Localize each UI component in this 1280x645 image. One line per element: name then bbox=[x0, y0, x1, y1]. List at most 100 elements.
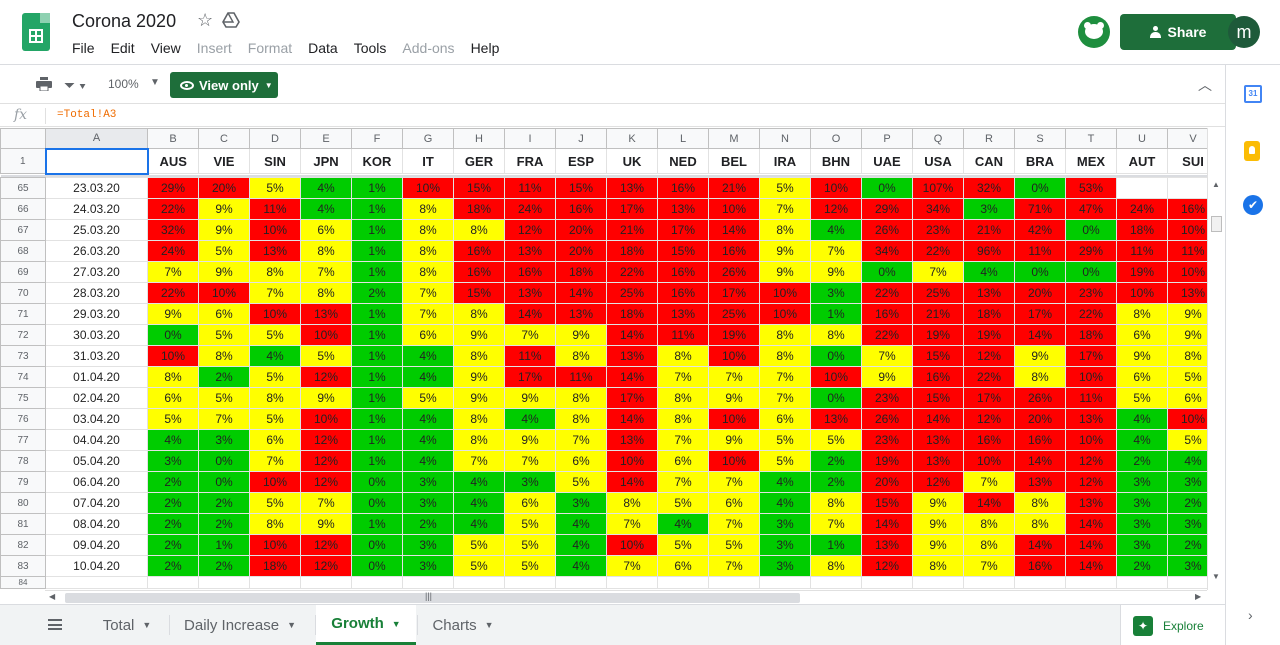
growth-cell[interactable]: 14% bbox=[504, 303, 556, 325]
growth-cell[interactable]: 13% bbox=[300, 303, 352, 325]
growth-cell[interactable]: 7% bbox=[300, 492, 352, 514]
empty-cell[interactable] bbox=[402, 576, 454, 589]
growth-cell[interactable]: 5% bbox=[249, 324, 301, 346]
row-number[interactable]: 74 bbox=[0, 366, 46, 388]
growth-cell[interactable]: 5% bbox=[402, 387, 454, 409]
growth-cell[interactable]: 4% bbox=[453, 513, 505, 535]
growth-cell[interactable]: 2% bbox=[1116, 450, 1168, 472]
growth-cell[interactable]: 8% bbox=[963, 513, 1015, 535]
growth-cell[interactable]: 7% bbox=[555, 429, 607, 451]
growth-cell[interactable]: 0% bbox=[861, 177, 913, 199]
growth-cell[interactable]: 18% bbox=[1065, 324, 1117, 346]
growth-cell[interactable]: 8% bbox=[1014, 492, 1066, 514]
country-header-cell[interactable]: VIE bbox=[198, 148, 250, 174]
country-header-cell[interactable]: USA bbox=[912, 148, 964, 174]
growth-cell[interactable]: 8% bbox=[402, 219, 454, 241]
all-sheets-icon[interactable] bbox=[48, 619, 62, 630]
scroll-up-icon[interactable]: ▲ bbox=[1212, 180, 1220, 189]
country-header-cell[interactable]: BRA bbox=[1014, 148, 1066, 174]
growth-cell[interactable]: 0% bbox=[351, 492, 403, 514]
growth-cell[interactable]: 18% bbox=[1116, 219, 1168, 241]
growth-cell[interactable]: 8% bbox=[1014, 366, 1066, 388]
growth-cell[interactable]: 5% bbox=[555, 471, 607, 493]
column-header[interactable]: K bbox=[606, 128, 658, 149]
growth-cell[interactable]: 8% bbox=[402, 198, 454, 220]
growth-cell[interactable]: 22% bbox=[861, 282, 913, 304]
row-number[interactable]: 69 bbox=[0, 261, 46, 283]
growth-cell[interactable]: 18% bbox=[555, 261, 607, 283]
growth-cell[interactable]: 9% bbox=[759, 240, 811, 262]
growth-cell[interactable]: 24% bbox=[147, 240, 199, 262]
growth-cell[interactable]: 8% bbox=[810, 324, 862, 346]
star-icon[interactable]: ☆ bbox=[197, 10, 214, 30]
date-cell[interactable]: 08.04.20 bbox=[45, 513, 148, 535]
growth-cell[interactable]: 47% bbox=[1065, 198, 1117, 220]
row-number[interactable]: 65 bbox=[0, 177, 46, 199]
growth-cell[interactable]: 12% bbox=[300, 555, 352, 577]
explore-button[interactable]: ✦ Explore bbox=[1120, 605, 1225, 645]
growth-cell[interactable]: 8% bbox=[657, 408, 709, 430]
growth-cell[interactable]: 16% bbox=[1014, 555, 1066, 577]
growth-cell[interactable]: 20% bbox=[198, 177, 250, 199]
tab-growth[interactable]: Growth ▼ bbox=[316, 605, 416, 645]
growth-cell[interactable]: 14% bbox=[861, 513, 913, 535]
growth-cell[interactable] bbox=[1167, 177, 1207, 199]
growth-cell[interactable]: 9% bbox=[198, 219, 250, 241]
growth-cell[interactable]: 11% bbox=[657, 324, 709, 346]
growth-cell[interactable]: 8% bbox=[453, 345, 505, 367]
growth-cell[interactable]: 0% bbox=[351, 534, 403, 556]
growth-cell[interactable]: 5% bbox=[504, 534, 556, 556]
country-header-cell[interactable]: NED bbox=[657, 148, 709, 174]
growth-cell[interactable]: 18% bbox=[963, 303, 1015, 325]
growth-cell[interactable]: 4% bbox=[300, 198, 352, 220]
growth-cell[interactable]: 16% bbox=[657, 261, 709, 283]
menu-item-edit[interactable]: Edit bbox=[110, 40, 135, 56]
row-number[interactable]: 67 bbox=[0, 219, 46, 241]
growth-cell[interactable]: 2% bbox=[402, 513, 454, 535]
menu-item-view[interactable]: View bbox=[150, 40, 181, 56]
growth-cell[interactable]: 8% bbox=[453, 429, 505, 451]
growth-cell[interactable]: 7% bbox=[708, 471, 760, 493]
growth-cell[interactable]: 7% bbox=[708, 366, 760, 388]
growth-cell[interactable]: 7% bbox=[300, 261, 352, 283]
growth-cell[interactable]: 8% bbox=[402, 240, 454, 262]
growth-cell[interactable]: 5% bbox=[249, 177, 301, 199]
growth-cell[interactable]: 14% bbox=[1014, 324, 1066, 346]
growth-cell[interactable]: 2% bbox=[147, 471, 199, 493]
growth-cell[interactable]: 8% bbox=[1116, 303, 1168, 325]
growth-cell[interactable]: 3% bbox=[1116, 513, 1168, 535]
growth-cell[interactable]: 8% bbox=[657, 387, 709, 409]
row-number[interactable]: 76 bbox=[0, 408, 46, 430]
growth-cell[interactable]: 10% bbox=[249, 534, 301, 556]
growth-cell[interactable]: 6% bbox=[249, 429, 301, 451]
growth-cell[interactable]: 12% bbox=[300, 366, 352, 388]
growth-cell[interactable]: 9% bbox=[1014, 345, 1066, 367]
growth-cell[interactable]: 11% bbox=[249, 198, 301, 220]
column-header[interactable]: J bbox=[555, 128, 607, 149]
growth-cell[interactable]: 22% bbox=[861, 324, 913, 346]
growth-cell[interactable]: 12% bbox=[810, 198, 862, 220]
growth-cell[interactable]: 6% bbox=[759, 408, 811, 430]
growth-cell[interactable]: 0% bbox=[351, 555, 403, 577]
growth-cell[interactable]: 4% bbox=[1167, 450, 1207, 472]
growth-cell[interactable]: 12% bbox=[504, 219, 556, 241]
growth-cell[interactable]: 15% bbox=[555, 177, 607, 199]
growth-cell[interactable]: 7% bbox=[606, 555, 658, 577]
growth-cell[interactable]: 8% bbox=[810, 492, 862, 514]
horizontal-scrollbar[interactable]: ◀ ||| ▶ bbox=[45, 590, 1207, 604]
growth-cell[interactable]: 4% bbox=[249, 345, 301, 367]
growth-cell[interactable]: 13% bbox=[1065, 492, 1117, 514]
growth-cell[interactable]: 4% bbox=[504, 408, 556, 430]
growth-cell[interactable]: 13% bbox=[1014, 471, 1066, 493]
column-header[interactable]: V bbox=[1167, 128, 1207, 149]
growth-cell[interactable]: 0% bbox=[1014, 261, 1066, 283]
column-header[interactable]: S bbox=[1014, 128, 1066, 149]
growth-cell[interactable]: 2% bbox=[1167, 534, 1207, 556]
growth-cell[interactable]: 2% bbox=[1167, 492, 1207, 514]
growth-cell[interactable]: 14% bbox=[708, 219, 760, 241]
country-header-cell[interactable]: IT bbox=[402, 148, 454, 174]
empty-cell[interactable] bbox=[861, 576, 913, 589]
column-header[interactable]: I bbox=[504, 128, 556, 149]
date-cell[interactable]: 06.04.20 bbox=[45, 471, 148, 493]
growth-cell[interactable]: 12% bbox=[300, 450, 352, 472]
